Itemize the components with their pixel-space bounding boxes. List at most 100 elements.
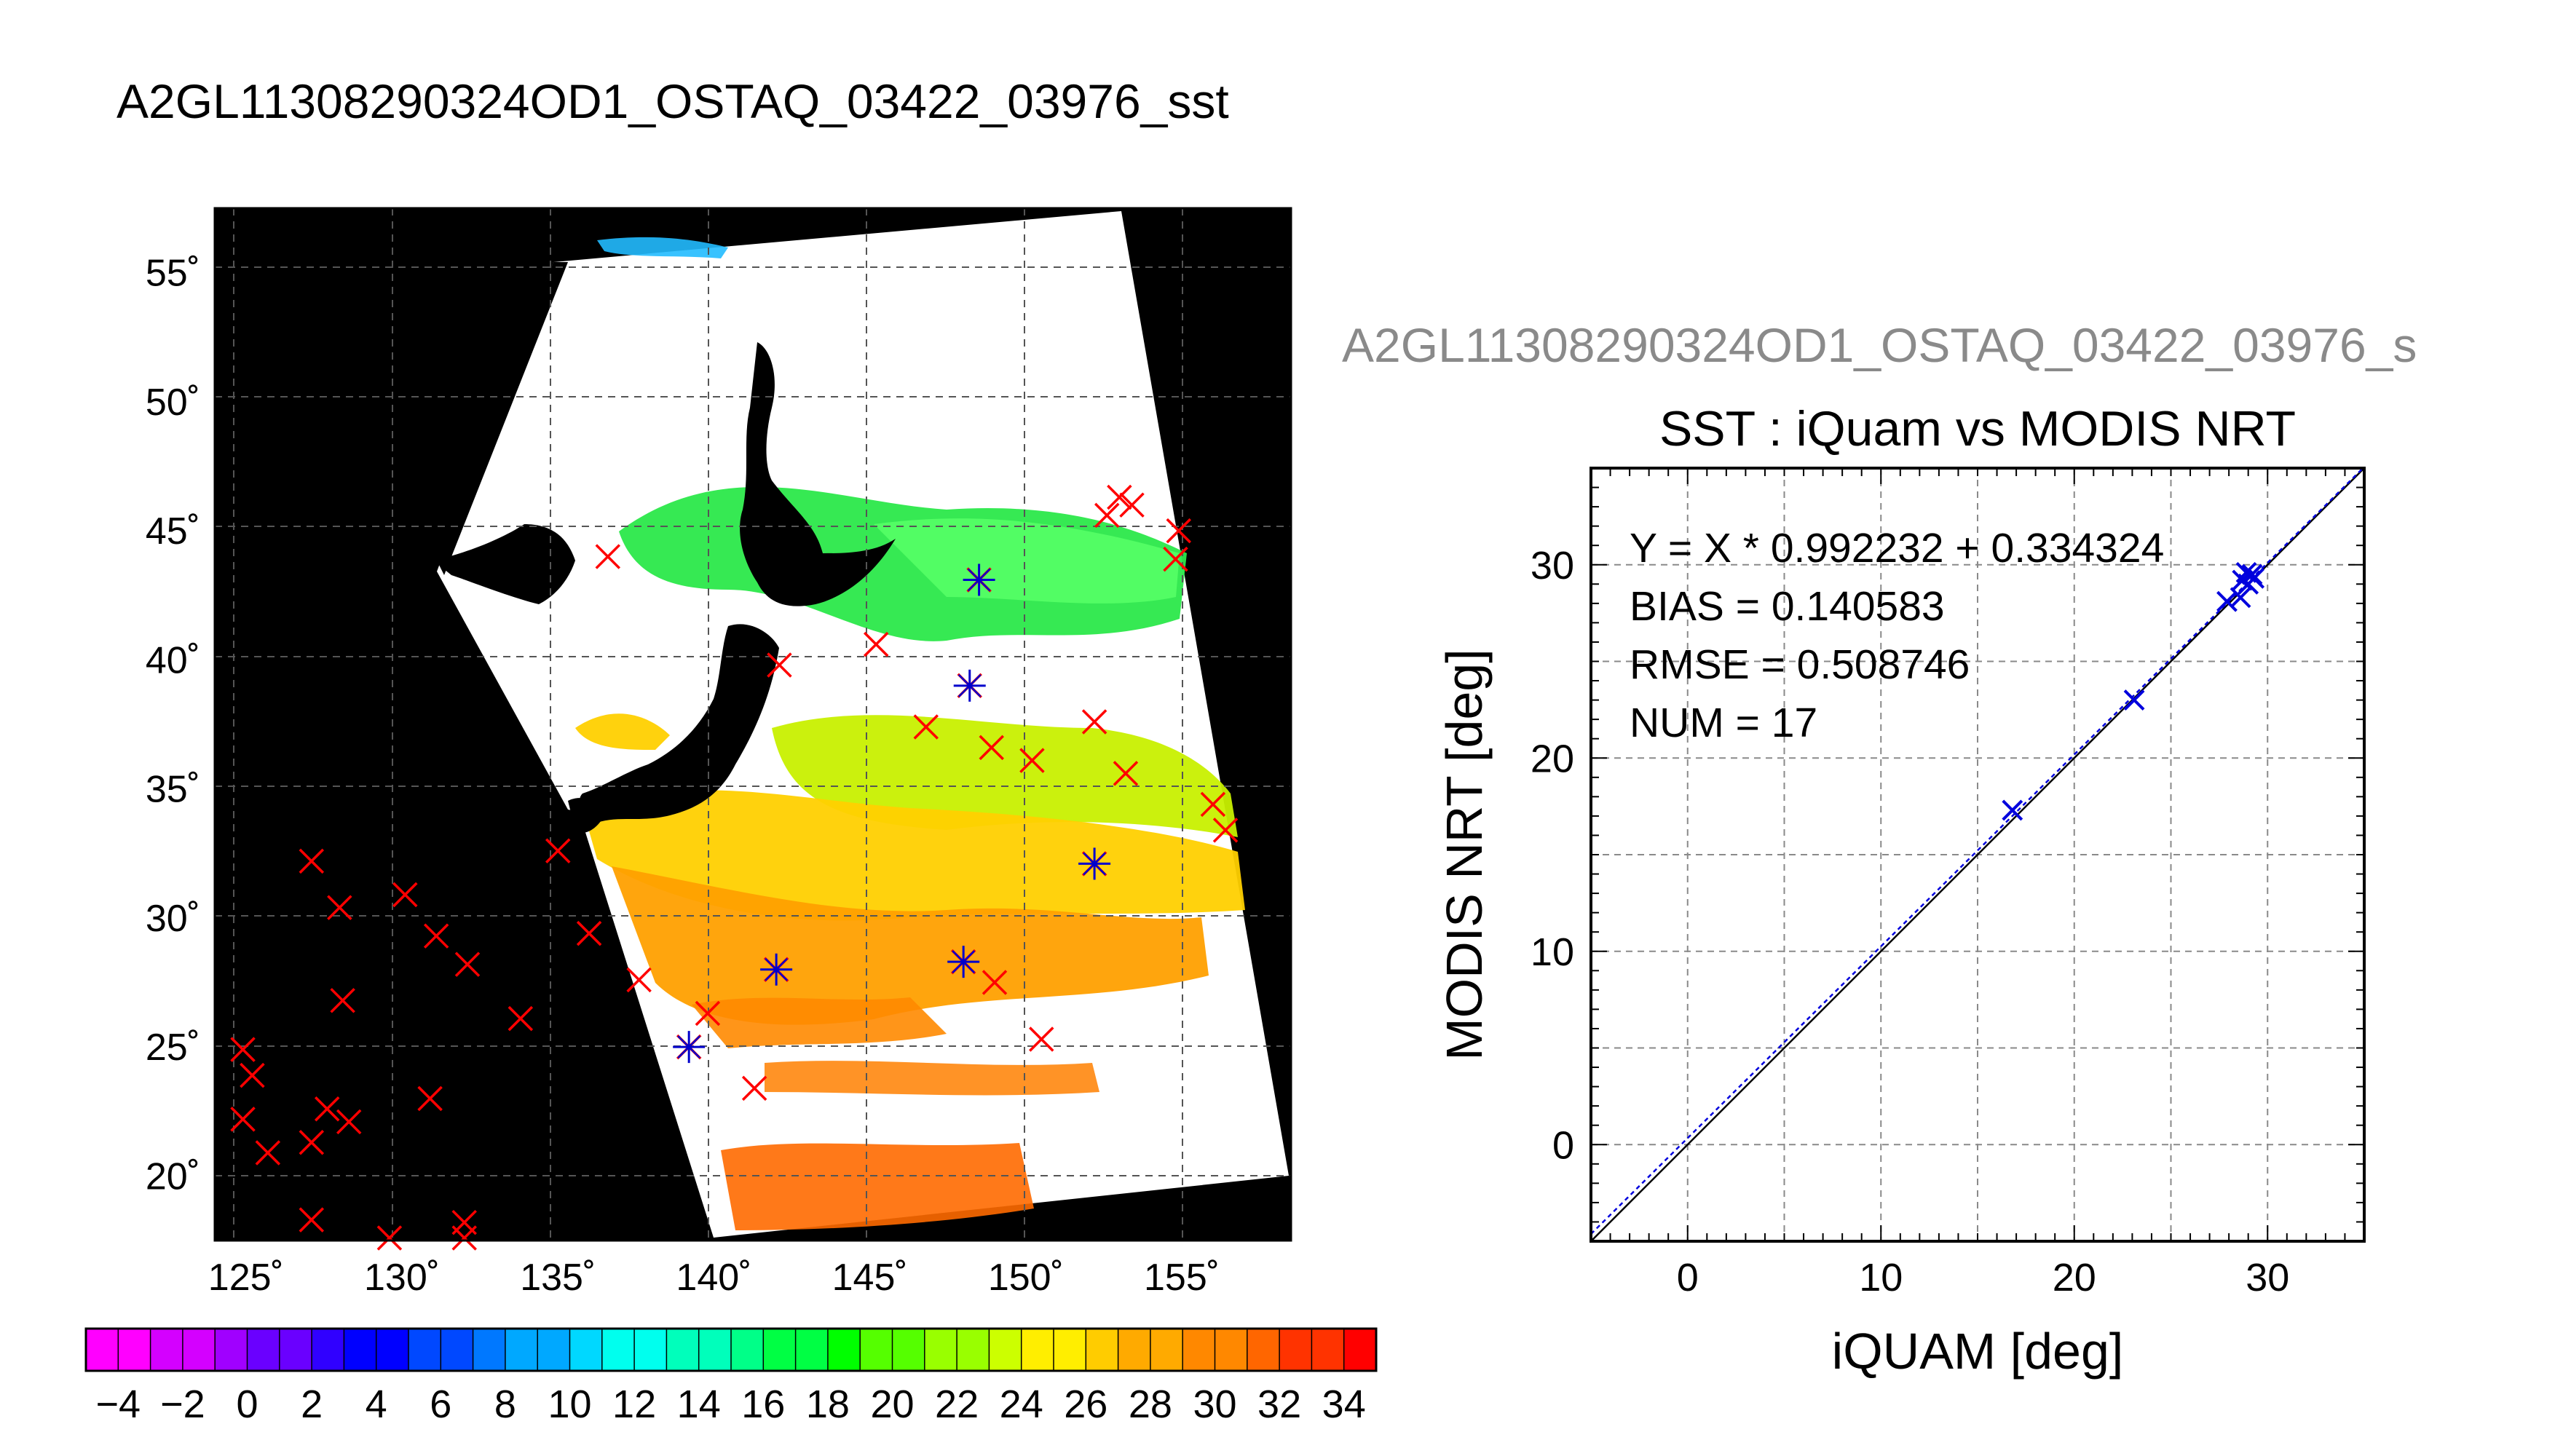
scatter-point-stroke [2123, 689, 2145, 711]
colorbar-tick-label: 12 [612, 1382, 656, 1426]
sst-region-south-d [765, 1061, 1099, 1096]
marker-stroke [1119, 492, 1145, 518]
colorbar-cell [344, 1329, 377, 1371]
marker-stroke [545, 838, 571, 863]
colorbar-cell [1054, 1329, 1086, 1371]
colorbar-cell [569, 1329, 603, 1371]
colorbar-cell [1279, 1329, 1312, 1371]
colorbar-cell [989, 1329, 1022, 1371]
buoy-unmatched-marker [626, 967, 652, 993]
scatter-point [2002, 799, 2023, 821]
buoy-unmatched-marker [508, 1005, 534, 1032]
colorbar-tick-label: 26 [1064, 1382, 1107, 1426]
marker-stroke [240, 1062, 265, 1088]
marker-stroke [451, 1225, 477, 1251]
buoy-matched-marker [1078, 847, 1111, 880]
lat-tick-label: 25˚ [146, 1026, 200, 1069]
x-tick-label: 10 [1859, 1256, 1903, 1299]
colorbar-cell [473, 1329, 506, 1371]
scatter-title: SST : iQuam vs MODIS NRT [1659, 401, 2296, 456]
marker-stroke [1166, 518, 1192, 544]
buoy-unmatched-marker [255, 1140, 281, 1166]
map-lat-labels: 20˚ 25˚ 30˚ 35˚ 40˚ 45˚ 50˚ 55˚ [146, 253, 200, 1198]
colorbar-tick-label: 4 [366, 1382, 387, 1426]
scatter-annotations: Y = X * 0.992232 + 0.334324 BIAS = 0.1405… [1630, 525, 2164, 746]
marker-stroke [230, 1107, 256, 1132]
colorbar-labels: −4 −2 0 2 4 6 8 10 12 14 16 18 20 22 24 26 28 30 32 34 [96, 1382, 1366, 1426]
buoy-unmatched-marker [454, 951, 481, 977]
colorbar-tick-label: 34 [1322, 1382, 1366, 1426]
lon-tick-label: 155˚ [1144, 1257, 1220, 1299]
colorbar-cell [827, 1329, 861, 1371]
buoy-unmatched-marker [314, 1096, 340, 1122]
marker-stroke [1083, 852, 1106, 876]
marker-stroke [957, 673, 982, 697]
colorbar-tick-label: 8 [494, 1382, 516, 1426]
buoy-unmatched-marker [1094, 502, 1120, 529]
identity-line [1591, 468, 2364, 1241]
buoy-unmatched-marker [741, 1075, 767, 1101]
sst-region-kuroshio-ext [874, 518, 1180, 604]
stats-annotation: Y = X * 0.992232 + 0.334324 [1630, 525, 2164, 571]
colorbar-cell [408, 1329, 441, 1371]
colorbar-tick-label: 30 [1193, 1382, 1236, 1426]
marker-stroke [1212, 818, 1239, 843]
marker-stroke [230, 1037, 256, 1062]
buoy-unmatched-marker [1200, 791, 1226, 818]
scatter-y-axis-label: MODIS NRT [deg] [1436, 649, 1493, 1060]
colorbar-cell [1118, 1329, 1151, 1371]
colorbar-cell [666, 1329, 700, 1371]
lon-tick-label: 140˚ [676, 1257, 751, 1299]
marker-stroke [417, 1085, 443, 1112]
buoy-unmatched-marker [299, 1207, 325, 1233]
buoy-unmatched-marker [595, 544, 621, 569]
buoy-unmatched-marker [376, 1225, 403, 1251]
marker-stroke [677, 1035, 701, 1059]
colorbar-tick-label: 18 [806, 1382, 850, 1426]
lon-tick-label: 125˚ [208, 1257, 284, 1299]
lat-tick-label: 55˚ [146, 253, 200, 295]
buoy-unmatched-marker [576, 920, 602, 946]
scatter-file-title: A2GL11308290324OD1_OSTAQ_03422_03976_s [1342, 318, 2417, 372]
sst-map: 125˚ 130˚ 135˚ 140˚ 145˚ 150˚ 155˚ 20˚ 25˚ 30˚ 35… [146, 207, 1292, 1299]
stats-annotation: RMSE = 0.508746 [1630, 641, 1970, 688]
lon-tick-label: 145˚ [832, 1257, 908, 1299]
colorbar-cell [731, 1329, 764, 1371]
buoy-unmatched-marker [1081, 709, 1107, 735]
buoy-matched-marker [963, 563, 995, 596]
buoy-unmatched-marker [982, 970, 1008, 995]
land-honshu [580, 624, 779, 823]
colorbar-cell [957, 1329, 990, 1371]
marker-stroke [255, 1140, 281, 1166]
marker-stroke [1113, 761, 1139, 786]
colorbar-tick-label: 14 [677, 1382, 721, 1426]
sst-region-south-e [721, 1143, 1034, 1230]
marker-stroke [299, 1207, 325, 1233]
colorbar-cell [150, 1329, 183, 1371]
colorbar-tick-label: 2 [301, 1382, 323, 1426]
buoy-unmatched-marker [240, 1062, 265, 1088]
marker-stroke [1019, 748, 1045, 773]
marker-stroke [695, 1000, 721, 1026]
colorbar-tick-label: 20 [870, 1382, 914, 1426]
buoy-matched-marker [760, 953, 793, 986]
colorbar-cell [1247, 1329, 1280, 1371]
buoy-unmatched-marker [1212, 818, 1239, 843]
scatter-point-stroke [2002, 799, 2023, 821]
lat-tick-label: 20˚ [146, 1155, 200, 1198]
colorbar-cell [763, 1329, 797, 1371]
scatter-plot: 0 10 20 30 0 10 20 30 Y = X * 0.992232 + 0.334… [1436, 467, 2366, 1380]
colorbar-cell [505, 1329, 538, 1371]
colorbar-tick-label: −4 [96, 1382, 141, 1426]
map-title: A2GL11308290324OD1_OSTAQ_03422_03976_sst [117, 74, 1229, 128]
colorbar-tick-label: 10 [548, 1382, 591, 1426]
colorbar-cell [537, 1329, 570, 1371]
scatter-x-tick-labels: 0 10 20 30 [1677, 1256, 2290, 1299]
marker-stroke [1029, 1026, 1054, 1052]
colorbar-cell [924, 1329, 957, 1371]
x-tick-label: 20 [2053, 1256, 2096, 1299]
marker-stroke [1081, 709, 1107, 735]
colorbar-cell [86, 1329, 119, 1371]
colorbar-cell [1311, 1329, 1345, 1371]
y-tick-label: 30 [1531, 544, 1574, 587]
